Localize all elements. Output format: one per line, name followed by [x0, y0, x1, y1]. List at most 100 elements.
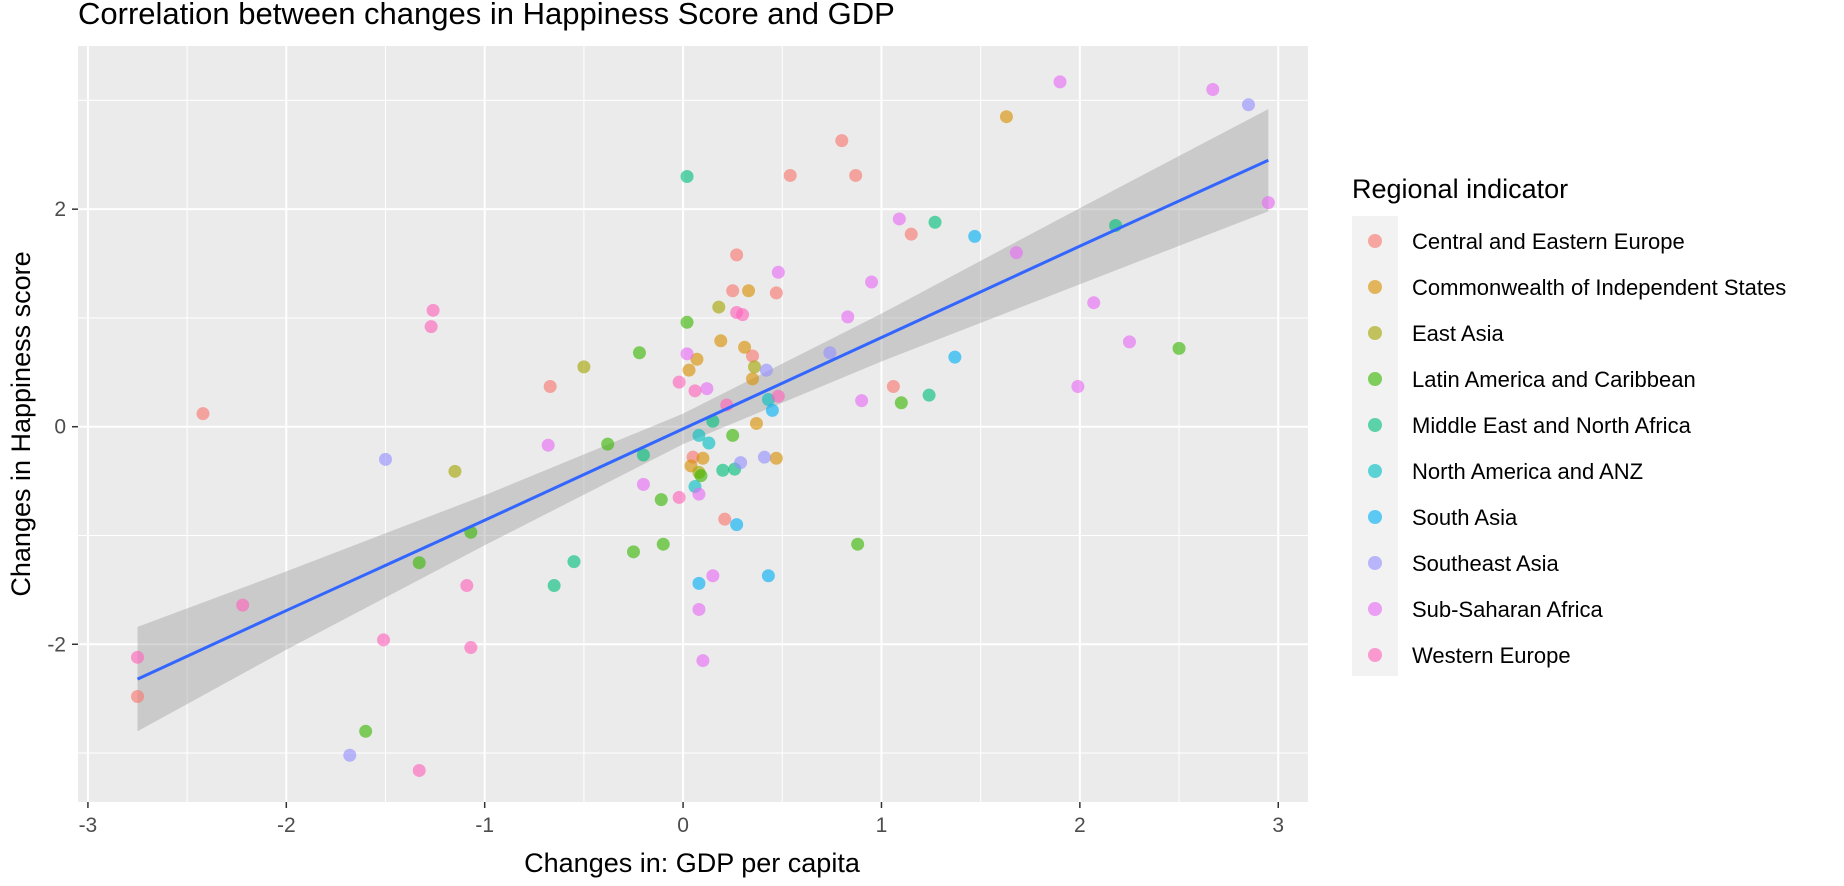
- legend-label: Middle East and North Africa: [1412, 413, 1692, 438]
- data-point: [460, 579, 474, 593]
- data-point: [700, 382, 714, 396]
- data-point: [426, 303, 440, 317]
- data-point: [769, 451, 783, 465]
- data-point: [236, 598, 250, 612]
- data-point: [567, 555, 581, 569]
- data-point: [734, 456, 748, 470]
- data-point: [706, 569, 720, 583]
- data-point: [730, 306, 744, 320]
- legend-key: [1368, 418, 1382, 432]
- data-point: [1053, 75, 1067, 89]
- data-point: [892, 212, 906, 226]
- legend-key: [1368, 234, 1382, 248]
- x-tick-label: -1: [475, 814, 494, 837]
- legend-label: Latin America and Caribbean: [1412, 367, 1696, 392]
- data-point: [894, 396, 908, 410]
- x-tick-label: -2: [277, 814, 296, 837]
- legend-label: Commonwealth of Independent States: [1412, 275, 1786, 300]
- data-point: [1206, 83, 1220, 97]
- x-tick-label: -3: [79, 814, 98, 837]
- legend-key: [1368, 280, 1382, 294]
- data-point: [680, 315, 694, 329]
- data-point: [702, 436, 716, 450]
- data-point: [626, 545, 640, 559]
- axis-ticks: -3 -2 -1 0 1 2 3 -2 0 2: [47, 198, 1284, 837]
- data-point: [1087, 296, 1101, 310]
- scatter-points-layer: [131, 75, 1275, 777]
- data-point: [196, 407, 210, 421]
- x-tick-label: 3: [1272, 814, 1284, 837]
- data-point: [692, 428, 706, 442]
- data-point: [748, 360, 761, 374]
- data-point: [1241, 98, 1255, 112]
- x-tick-label: 1: [876, 814, 888, 837]
- data-point: [547, 579, 561, 593]
- fit-line: [136, 158, 1269, 681]
- data-point: [688, 384, 702, 398]
- legend-label: Southeast Asia: [1412, 551, 1560, 576]
- data-point: [131, 650, 145, 664]
- data-point: [359, 724, 373, 738]
- data-point: [632, 346, 646, 360]
- data-point: [412, 556, 426, 570]
- data-point: [823, 346, 837, 360]
- y-tick-label: -2: [47, 633, 66, 656]
- data-point: [601, 437, 615, 451]
- fit-line-layer: [136, 158, 1269, 681]
- data-point: [968, 229, 982, 243]
- data-point: [835, 134, 849, 148]
- data-point: [765, 403, 779, 417]
- legend: Regional indicator Central and Eastern E…: [1352, 174, 1786, 676]
- legend-key: [1368, 648, 1382, 662]
- legend-items: Central and Eastern Europe Commonwealth o…: [1368, 229, 1786, 668]
- legend-label: South Asia: [1412, 505, 1518, 530]
- y-axis-title: Changes in Happiness score: [6, 251, 36, 596]
- legend-title: Regional indicator: [1352, 174, 1568, 204]
- data-point: [379, 452, 392, 466]
- data-point: [761, 569, 775, 583]
- legend-label: Western Europe: [1412, 643, 1571, 668]
- data-point: [716, 463, 730, 477]
- data-point: [841, 310, 855, 324]
- data-point: [746, 372, 760, 386]
- data-point: [672, 490, 686, 504]
- data-point: [696, 654, 710, 668]
- data-point: [1172, 341, 1186, 355]
- data-point: [464, 641, 478, 655]
- data-point: [771, 389, 785, 403]
- data-point: [636, 477, 650, 491]
- data-point: [746, 349, 760, 363]
- y-tick-label: 2: [54, 198, 66, 221]
- x-tick-label: 0: [677, 814, 689, 837]
- data-point: [1122, 335, 1136, 349]
- data-point: [886, 379, 900, 393]
- chart-title: Correlation between changes in Happiness…: [78, 0, 895, 31]
- data-point: [714, 334, 728, 348]
- data-point: [680, 347, 694, 361]
- legend-key: [1368, 372, 1382, 386]
- data-point: [672, 375, 686, 389]
- data-point: [769, 286, 783, 300]
- data-point: [771, 265, 785, 279]
- data-point: [738, 340, 752, 354]
- data-point: [654, 493, 668, 507]
- data-point: [692, 576, 706, 590]
- legend-label: Sub-Saharan Africa: [1412, 597, 1604, 622]
- data-point: [543, 379, 557, 393]
- data-point: [1009, 246, 1023, 260]
- y-tick-label: 0: [54, 416, 66, 439]
- data-point: [656, 537, 670, 551]
- data-point: [783, 168, 797, 182]
- data-point: [718, 512, 732, 526]
- data-point: [759, 363, 773, 377]
- data-point: [999, 110, 1013, 124]
- data-point: [448, 464, 462, 478]
- data-point: [726, 428, 740, 442]
- data-point: [577, 360, 591, 374]
- legend-key: [1368, 464, 1382, 478]
- data-point: [424, 320, 438, 334]
- data-point: [680, 170, 694, 184]
- data-point: [730, 248, 744, 262]
- plot-panel: [78, 46, 1308, 802]
- data-point: [849, 168, 863, 182]
